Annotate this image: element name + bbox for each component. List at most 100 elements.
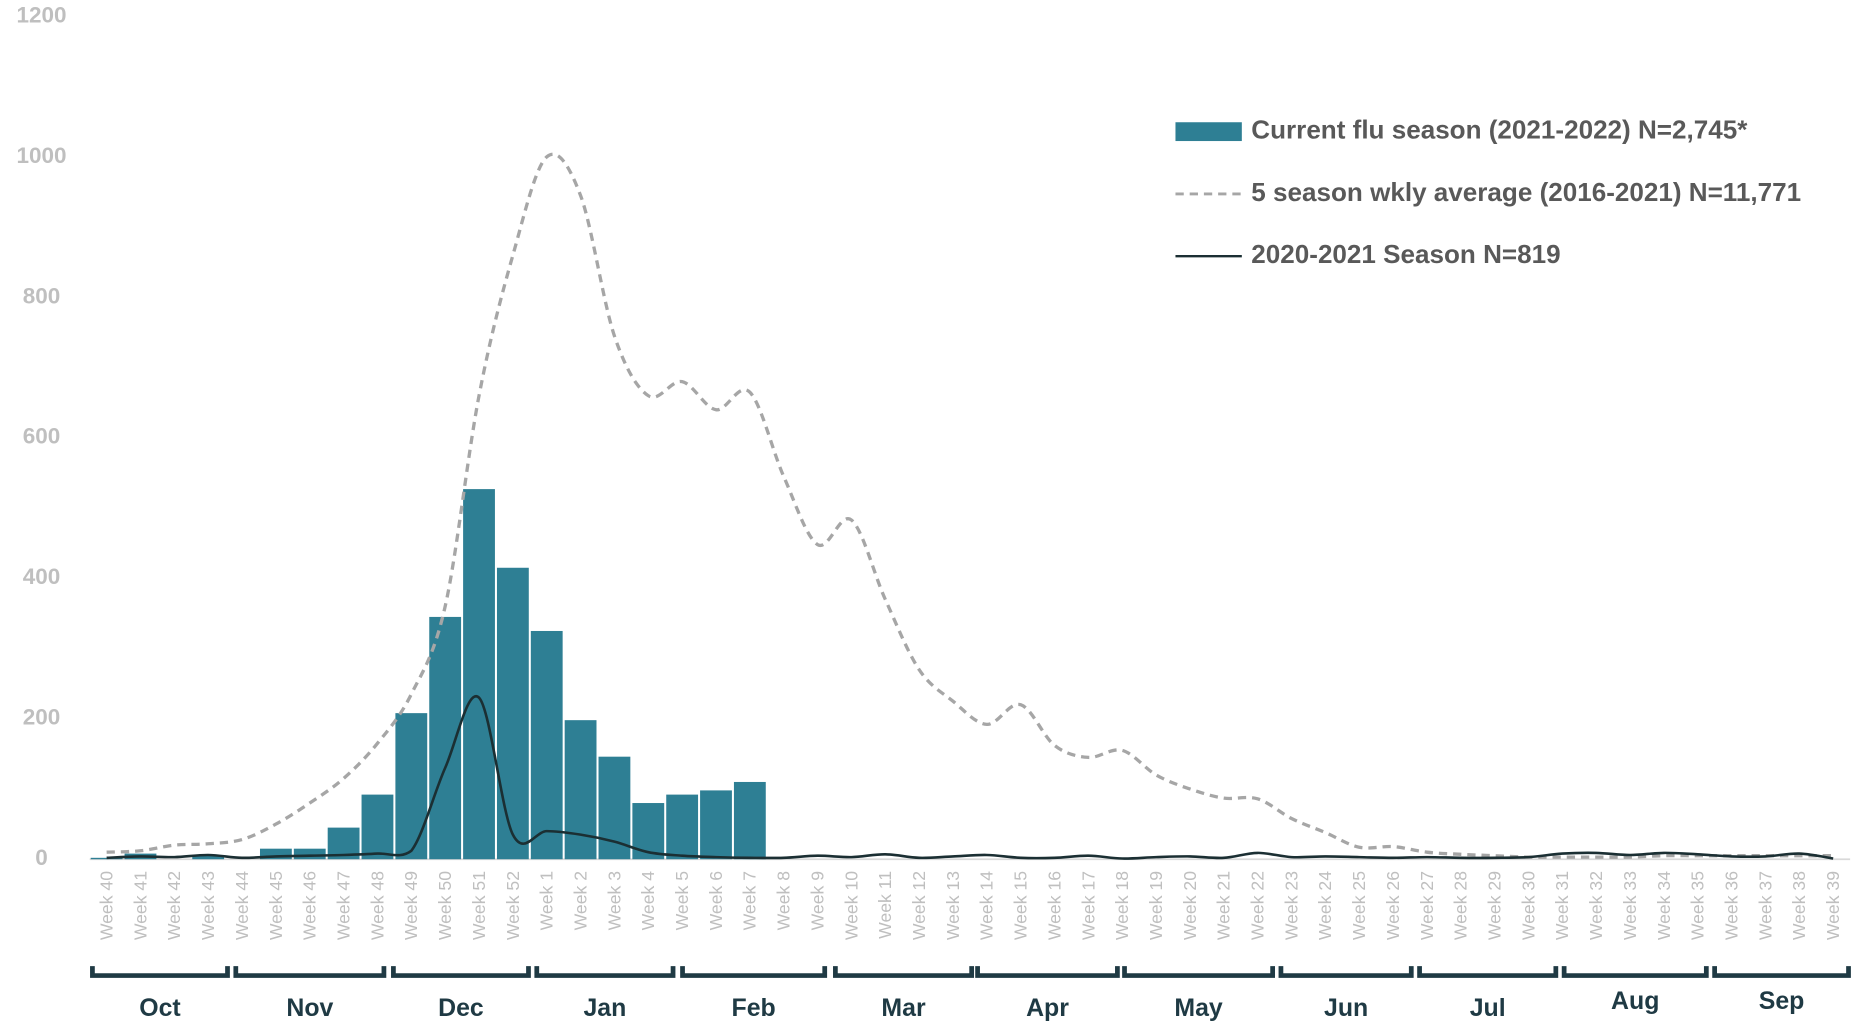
month-bracket (680, 966, 828, 978)
x-tick-label: Week 1 (537, 871, 557, 930)
x-tick-label: Week 21 (1214, 871, 1234, 940)
x-tick-label: Week 10 (841, 871, 861, 940)
bar (463, 489, 495, 860)
month-label: Apr (1026, 995, 1069, 1022)
x-tick-label: Week 19 (1146, 871, 1166, 940)
bar (90, 857, 123, 860)
season-line (106, 694, 1834, 860)
bar (700, 790, 732, 860)
bar (530, 630, 563, 860)
bar (733, 781, 766, 860)
x-tick-label: Week 46 (300, 871, 320, 940)
x-tick-label: Week 50 (435, 871, 455, 940)
month-bracket (1417, 966, 1559, 978)
x-tick-label: Week 14 (977, 871, 997, 940)
x-tick-label: Week 15 (1010, 871, 1030, 940)
month-label: May (1174, 995, 1223, 1022)
x-tick-label: Week 34 (1654, 871, 1674, 940)
bar (293, 848, 326, 860)
month-label: Jul (1470, 995, 1506, 1022)
bar (564, 720, 597, 860)
x-tick-label: Week 44 (232, 871, 252, 940)
x-tick-label: Week 39 (1823, 871, 1843, 940)
month-bracket (534, 966, 676, 978)
month-label: Aug (1611, 988, 1659, 1015)
y-tick-label: 0 (35, 845, 48, 870)
x-tick-label: Week 45 (266, 871, 286, 940)
x-tick-label: Week 26 (1383, 871, 1403, 940)
bar (395, 713, 428, 860)
y-tick-label: 600 (23, 424, 61, 449)
x-tick-label: Week 4 (638, 871, 658, 931)
x-tick-label: Week 22 (1247, 871, 1267, 940)
x-tick-label: Week 8 (774, 871, 794, 931)
average-line (106, 152, 1834, 859)
x-tick-label: Week 9 (807, 871, 827, 930)
month-bracket (233, 966, 387, 978)
month-label: Jan (583, 995, 626, 1022)
bar (632, 803, 665, 860)
legend-label: 5 season wkly average (2016-2021) N=11,7… (1251, 177, 1801, 207)
bar (259, 848, 292, 860)
x-tick-label: Week 6 (706, 871, 726, 931)
x-tick-label: Week 27 (1417, 871, 1437, 940)
x-tick-label: Week 40 (96, 871, 116, 940)
month-bracket (1122, 966, 1276, 978)
x-tick-label: Week 41 (130, 871, 150, 940)
bar (192, 855, 225, 860)
y-tick-label: 800 (23, 283, 61, 308)
x-tick-label: Week 23 (1281, 871, 1301, 940)
x-tick-label: Week 33 (1620, 871, 1640, 940)
bar (666, 794, 699, 860)
x-tick-label: Week 29 (1484, 871, 1504, 940)
month-label: Nov (286, 995, 333, 1022)
x-tick-label: Week 20 (1180, 871, 1200, 940)
x-tick-label: Week 3 (604, 871, 624, 931)
month-bracket (391, 966, 531, 978)
x-tick-label: Week 48 (367, 871, 387, 940)
x-tick-label: Week 43 (198, 871, 218, 940)
legend-label: Current flu season (2021-2022) N=2,745* (1251, 115, 1748, 145)
x-tick-label: Week 17 (1078, 871, 1098, 940)
month-label: Dec (438, 995, 484, 1022)
x-tick-label: Week 16 (1044, 871, 1064, 940)
x-tick-label: Week 24 (1315, 871, 1335, 940)
x-tick-label: Week 7 (740, 871, 760, 930)
x-tick-label: Week 47 (333, 871, 353, 940)
month-bracket (975, 966, 1120, 978)
legend-swatch (1175, 122, 1242, 142)
y-tick-label: 400 (23, 564, 61, 589)
month-label: Jun (1324, 995, 1368, 1022)
y-tick-label: 1000 (16, 143, 66, 168)
x-tick-label: Week 12 (909, 871, 929, 940)
month-bracket (833, 966, 975, 978)
month-bracket (1561, 966, 1709, 978)
x-tick-label: Week 2 (570, 871, 590, 930)
legend-label: 2020-2021 Season N=819 (1251, 239, 1560, 269)
month-bracket (1712, 966, 1851, 978)
x-tick-label: Week 11 (875, 871, 895, 939)
x-tick-label: Week 52 (503, 871, 523, 940)
month-label: Feb (732, 995, 776, 1022)
x-tick-label: Week 18 (1112, 871, 1132, 940)
x-tick-label: Week 36 (1721, 871, 1741, 940)
y-tick-label: 1200 (16, 2, 66, 27)
x-tick-label: Week 30 (1518, 871, 1538, 940)
x-tick-label: Week 25 (1349, 871, 1369, 940)
month-label: Sep (1759, 988, 1805, 1015)
x-tick-label: Week 5 (672, 871, 692, 931)
x-tick-label: Week 32 (1586, 871, 1606, 940)
x-tick-label: Week 42 (164, 871, 184, 940)
month-bracket (1278, 966, 1414, 978)
x-tick-label: Week 31 (1552, 871, 1572, 940)
x-tick-label: Week 49 (401, 871, 421, 940)
x-tick-label: Week 28 (1451, 871, 1471, 940)
y-tick-label: 200 (23, 705, 61, 730)
x-tick-label: Week 51 (469, 871, 489, 940)
x-tick-label: Week 38 (1789, 871, 1809, 940)
bar (496, 567, 529, 860)
x-tick-label: Week 37 (1755, 871, 1775, 940)
month-label: Mar (881, 995, 926, 1022)
x-tick-label: Week 13 (943, 871, 963, 940)
